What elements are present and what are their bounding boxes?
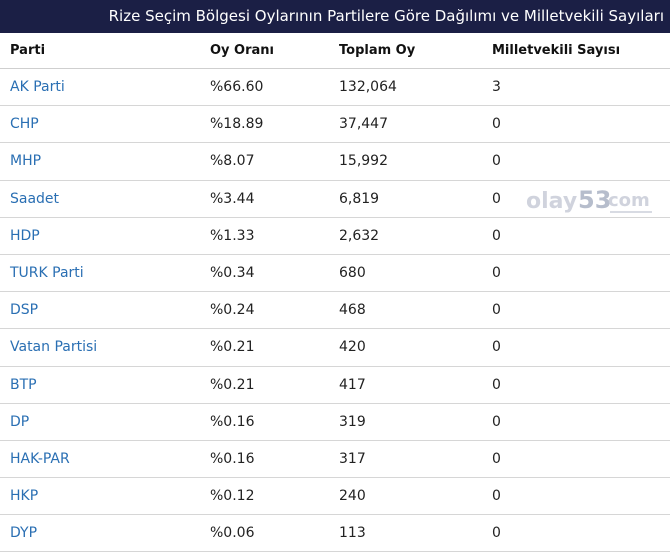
vote-rate: %0.12 — [210, 488, 255, 505]
table-row: AK Parti %66.60 132,064 3 — [0, 69, 670, 107]
seat-count: 0 — [492, 116, 501, 133]
party-name-link[interactable]: HKP — [10, 488, 39, 505]
table-row: MHP %8.07 15,992 0 — [0, 143, 670, 181]
seat-count: 3 — [492, 79, 501, 96]
results-table: Parti Oy Oranı Toplam Oy Milletvekili Sa… — [0, 33, 670, 552]
table-title: Rize Seçim Bölgesi Oylarının Partilere G… — [0, 0, 670, 33]
seat-count: 0 — [492, 227, 501, 244]
party-name-link[interactable]: TURK Parti — [10, 265, 84, 282]
total-votes: 113 — [339, 525, 366, 542]
vote-rate: %0.16 — [210, 413, 255, 430]
party-name-link[interactable]: DYP — [10, 525, 38, 542]
total-votes: 319 — [339, 413, 366, 430]
total-votes: 240 — [339, 488, 366, 505]
party-name-link[interactable]: DSP — [10, 302, 39, 319]
total-votes: 37,447 — [339, 116, 388, 133]
party-name-link[interactable]: AK Parti — [10, 79, 65, 96]
table-row: HAK-PAR %0.16 317 0 — [0, 441, 670, 479]
total-votes: 317 — [339, 450, 366, 467]
seat-count: 0 — [492, 190, 501, 207]
seat-count: 0 — [492, 488, 501, 505]
table-row: CHP %18.89 37,447 0 — [0, 106, 670, 144]
party-name-link[interactable]: MHP — [10, 153, 42, 170]
table-row: HKP %0.12 240 0 — [0, 478, 670, 516]
header-total-votes: Toplam Oy — [339, 43, 416, 58]
seat-count: 0 — [492, 450, 501, 467]
seat-count: 0 — [492, 413, 501, 430]
table-row: BTP %0.21 417 0 — [0, 367, 670, 404]
table-row: DYP %0.06 113 0 — [0, 515, 670, 552]
total-votes: 2,632 — [339, 227, 380, 244]
total-votes: 417 — [339, 376, 366, 393]
seat-count: 0 — [492, 339, 501, 356]
vote-rate: %0.34 — [210, 265, 255, 282]
seat-count: 0 — [492, 153, 501, 170]
table-row: TURK Parti %0.34 680 0 — [0, 255, 670, 293]
party-name-link[interactable]: Saadet — [10, 190, 60, 207]
vote-rate: %1.33 — [210, 227, 255, 244]
total-votes: 468 — [339, 302, 366, 319]
header-vote-rate: Oy Oranı — [210, 43, 274, 58]
vote-rate: %0.21 — [210, 339, 255, 356]
table-header-row: Parti Oy Oranı Toplam Oy Milletvekili Sa… — [0, 33, 670, 69]
vote-rate: %66.60 — [210, 79, 264, 96]
table-row: HDP %1.33 2,632 0 — [0, 218, 670, 255]
seat-count: 0 — [492, 302, 501, 319]
total-votes: 420 — [339, 339, 366, 356]
vote-rate: %0.06 — [210, 525, 255, 542]
table-body: AK Parti %66.60 132,064 3 CHP %18.89 37,447 0 MH… — [0, 69, 670, 552]
party-name-link[interactable]: HDP — [10, 227, 40, 244]
vote-rate: %0.16 — [210, 450, 255, 467]
party-name-link[interactable]: HAK-PAR — [10, 450, 70, 467]
vote-rate: %0.21 — [210, 376, 255, 393]
header-seat-count: Milletvekili Sayısı — [492, 43, 621, 58]
total-votes: 680 — [339, 265, 366, 282]
total-votes: 15,992 — [339, 153, 388, 170]
vote-rate: %8.07 — [210, 153, 255, 170]
total-votes: 132,064 — [339, 79, 397, 96]
seat-count: 0 — [492, 525, 501, 542]
vote-rate: %18.89 — [210, 116, 264, 133]
vote-rate: %3.44 — [210, 190, 255, 207]
party-name-link[interactable]: DP — [10, 413, 30, 430]
party-name-link[interactable]: CHP — [10, 116, 39, 133]
seat-count: 0 — [492, 265, 501, 282]
table-row: Saadet %3.44 6,819 0 — [0, 181, 670, 218]
header-party: Parti — [10, 43, 46, 58]
total-votes: 6,819 — [339, 190, 380, 207]
table-row: Vatan Partisi %0.21 420 0 — [0, 329, 670, 367]
party-name-link[interactable]: Vatan Partisi — [10, 339, 98, 356]
table-row: DSP %0.24 468 0 — [0, 292, 670, 330]
party-name-link[interactable]: BTP — [10, 376, 37, 393]
seat-count: 0 — [492, 376, 501, 393]
vote-rate: %0.24 — [210, 302, 255, 319]
table-row: DP %0.16 319 0 — [0, 404, 670, 441]
